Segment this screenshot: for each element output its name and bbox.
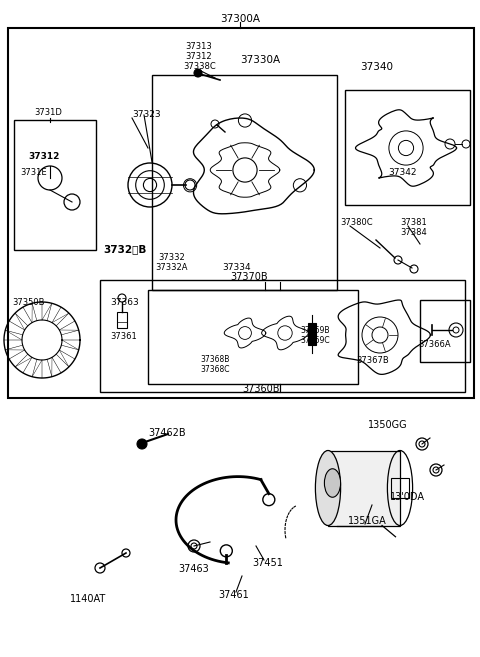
- Text: 37360B: 37360B: [242, 384, 279, 394]
- Text: 37384: 37384: [400, 228, 427, 237]
- Text: 37366A: 37366A: [418, 340, 451, 349]
- Text: 37312: 37312: [28, 152, 60, 161]
- Text: 1351GA: 1351GA: [348, 516, 387, 526]
- Text: 1350GG: 1350GG: [368, 420, 408, 430]
- Text: 37330A: 37330A: [240, 55, 280, 65]
- Bar: [391, 478, 409, 498]
- Text: 37368B: 37368B: [200, 355, 229, 364]
- Text: 37338C: 37338C: [183, 62, 216, 71]
- Text: 1140AT: 1140AT: [70, 594, 106, 604]
- Text: 37380C: 37380C: [340, 218, 372, 227]
- Text: 37367B: 37367B: [356, 356, 389, 365]
- Circle shape: [137, 439, 147, 449]
- Bar: [328, 451, 400, 526]
- Ellipse shape: [315, 451, 341, 526]
- Text: 13'0DA: 13'0DA: [390, 492, 425, 502]
- Text: 37313: 37313: [185, 42, 212, 51]
- Text: 37461: 37461: [218, 590, 249, 600]
- Text: 37312: 37312: [185, 52, 212, 61]
- Text: 37370B: 37370B: [230, 272, 268, 282]
- Text: 37368C: 37368C: [200, 365, 229, 374]
- Bar: [308, 323, 316, 345]
- Text: 3731D: 3731D: [34, 108, 62, 117]
- Bar: [117, 312, 127, 328]
- Text: 37340: 37340: [360, 62, 393, 72]
- Text: 37363: 37363: [110, 298, 139, 307]
- Text: 37451: 37451: [252, 558, 283, 568]
- Text: 37334: 37334: [222, 263, 251, 272]
- Bar: [420, 300, 470, 362]
- Text: 3731E: 3731E: [20, 168, 47, 177]
- Text: 37332: 37332: [158, 253, 185, 262]
- Text: 37300A: 37300A: [220, 14, 260, 24]
- Bar: [152, 75, 337, 290]
- Text: 37381: 37381: [400, 218, 427, 227]
- Bar: [14, 120, 96, 250]
- Bar: [100, 280, 465, 392]
- Text: 37361: 37361: [110, 332, 137, 341]
- Text: 37369C: 37369C: [300, 336, 330, 345]
- Bar: [345, 90, 470, 205]
- Circle shape: [194, 69, 202, 77]
- Bar: [8, 28, 474, 398]
- Text: 37350B: 37350B: [12, 298, 45, 307]
- Text: 3732ᴕB: 3732ᴕB: [103, 244, 146, 254]
- Text: 37332A: 37332A: [155, 263, 188, 272]
- Ellipse shape: [324, 468, 341, 497]
- Text: 37463: 37463: [178, 564, 209, 574]
- Bar: [148, 290, 358, 384]
- Text: 37369B: 37369B: [300, 326, 329, 335]
- Text: 37462B: 37462B: [148, 428, 186, 438]
- Text: 37342: 37342: [388, 168, 417, 177]
- Text: 37323: 37323: [132, 110, 161, 119]
